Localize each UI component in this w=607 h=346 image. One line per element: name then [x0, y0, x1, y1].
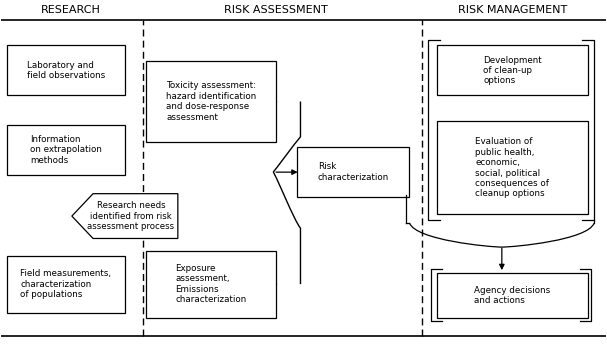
Text: Toxicity assessment:
hazard identification
and dose-response
assessment: Toxicity assessment: hazard identificati… — [166, 81, 256, 121]
Text: Field measurements,
characterization
of populations: Field measurements, characterization of … — [20, 269, 111, 299]
FancyBboxPatch shape — [146, 61, 276, 142]
FancyBboxPatch shape — [7, 256, 125, 312]
FancyBboxPatch shape — [7, 45, 125, 95]
Text: Information
on extrapolation
methods: Information on extrapolation methods — [30, 135, 102, 165]
FancyBboxPatch shape — [146, 251, 276, 318]
Polygon shape — [72, 194, 178, 238]
Text: Development
of clean-up
options: Development of clean-up options — [483, 56, 542, 85]
FancyBboxPatch shape — [436, 45, 588, 95]
FancyBboxPatch shape — [7, 125, 125, 175]
Text: RISK MANAGEMENT: RISK MANAGEMENT — [458, 5, 567, 15]
Text: Risk
characterization: Risk characterization — [318, 162, 389, 182]
Text: Exposure
assessment,
Emissions
characterization: Exposure assessment, Emissions character… — [175, 264, 247, 304]
Text: Agency decisions
and actions: Agency decisions and actions — [474, 286, 551, 305]
FancyBboxPatch shape — [297, 147, 410, 197]
FancyBboxPatch shape — [436, 273, 588, 318]
FancyBboxPatch shape — [436, 121, 588, 215]
Text: Research needs
identified from risk
assessment process: Research needs identified from risk asse… — [87, 201, 174, 231]
Text: Laboratory and
field observations: Laboratory and field observations — [27, 61, 105, 80]
Text: Evaluation of
public health,
economic,
social, political
consequences of
cleanup: Evaluation of public health, economic, s… — [475, 137, 549, 198]
Text: RISK ASSESSMENT: RISK ASSESSMENT — [225, 5, 328, 15]
Text: RESEARCH: RESEARCH — [41, 5, 100, 15]
